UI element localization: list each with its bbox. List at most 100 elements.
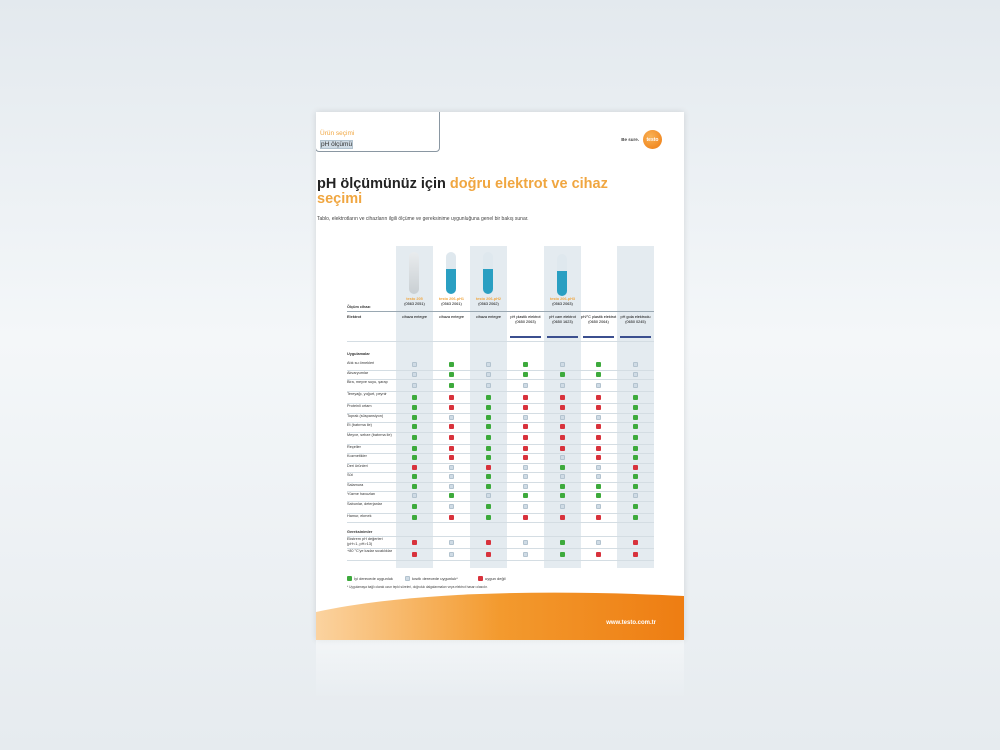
limited-icon bbox=[560, 414, 565, 420]
section-requirements: Gereksinimler bbox=[347, 530, 373, 534]
good-icon bbox=[412, 424, 417, 430]
limited-icon bbox=[596, 539, 601, 545]
not-suitable-icon bbox=[596, 445, 601, 451]
electrode-image bbox=[547, 336, 578, 338]
device-row-label: Ölçüm cihazı bbox=[347, 305, 371, 309]
limited-icon bbox=[449, 464, 454, 470]
limited-icon bbox=[412, 362, 417, 368]
electrode-row-label: Elektrot bbox=[347, 315, 362, 319]
good-icon bbox=[412, 455, 417, 461]
row-divider bbox=[347, 512, 654, 514]
limited-icon bbox=[523, 464, 528, 470]
limited-icon bbox=[486, 371, 491, 377]
not-suitable-icon bbox=[633, 539, 638, 545]
good-icon bbox=[412, 514, 417, 520]
not-suitable-icon bbox=[449, 455, 454, 461]
not-suitable-icon bbox=[560, 394, 565, 400]
not-suitable-icon bbox=[596, 394, 601, 400]
good-icon bbox=[633, 455, 638, 461]
limited-icon bbox=[633, 362, 638, 368]
not-suitable-icon bbox=[478, 576, 483, 581]
product-image bbox=[557, 254, 567, 296]
good-icon bbox=[633, 405, 638, 411]
not-suitable-icon bbox=[633, 551, 638, 557]
limited-icon bbox=[596, 464, 601, 470]
good-icon bbox=[633, 483, 638, 489]
row-label: Deri ürünleri bbox=[347, 463, 368, 468]
row-label: Reçeller bbox=[347, 444, 361, 449]
good-icon bbox=[560, 483, 565, 489]
row-label: Tereyağı, yoğurt, peynir bbox=[347, 392, 387, 397]
row-label: Et (batırma ile) bbox=[347, 423, 372, 428]
limited-icon bbox=[449, 483, 454, 489]
row-divider bbox=[347, 500, 654, 502]
tagline: Be sure. bbox=[621, 137, 639, 142]
not-suitable-icon bbox=[523, 445, 528, 451]
limited-icon bbox=[523, 539, 528, 545]
row-divider bbox=[347, 462, 654, 464]
good-icon bbox=[523, 371, 528, 377]
not-suitable-icon bbox=[412, 464, 417, 470]
not-suitable-icon bbox=[596, 424, 601, 430]
limited-icon bbox=[633, 382, 638, 388]
row-divider bbox=[347, 422, 654, 423]
good-icon bbox=[633, 394, 638, 400]
footer-wave bbox=[316, 592, 684, 640]
electrode-name: cihaza entegre bbox=[476, 315, 501, 319]
row-divider bbox=[347, 548, 654, 549]
good-icon bbox=[486, 514, 491, 520]
device-name: testo 206-pH3 (0563 2063) bbox=[550, 297, 575, 306]
limited-icon bbox=[560, 455, 565, 461]
good-icon bbox=[486, 414, 491, 420]
product-image bbox=[446, 252, 456, 294]
good-icon bbox=[523, 362, 528, 368]
legend-not: uygun değil bbox=[485, 576, 506, 581]
good-icon bbox=[486, 435, 491, 440]
not-suitable-icon bbox=[449, 445, 454, 451]
not-suitable-icon bbox=[523, 435, 528, 440]
row-divider bbox=[347, 491, 654, 492]
not-suitable-icon bbox=[412, 539, 417, 545]
not-suitable-icon bbox=[523, 455, 528, 461]
product-image bbox=[409, 252, 419, 294]
limited-icon bbox=[486, 493, 491, 499]
legend-good: İyi derecede uygunluk bbox=[354, 576, 393, 581]
row-divider bbox=[347, 379, 654, 380]
row-label: +80 °C'ye kadar sıcaklıklar bbox=[347, 549, 392, 554]
limited-icon bbox=[449, 551, 454, 557]
electrode-image bbox=[510, 336, 541, 338]
limited-icon bbox=[523, 414, 528, 420]
good-icon bbox=[486, 424, 491, 430]
good-icon bbox=[560, 464, 565, 470]
row-divider bbox=[347, 412, 654, 414]
row-label: Yüzme havuzları bbox=[347, 492, 376, 497]
not-suitable-icon bbox=[412, 551, 417, 557]
electrode-name: cihaza entegre bbox=[402, 315, 427, 319]
not-suitable-icon bbox=[560, 405, 565, 411]
limited-icon bbox=[523, 474, 528, 480]
not-suitable-icon bbox=[449, 424, 454, 430]
testo-logo: testo bbox=[643, 130, 662, 149]
good-icon bbox=[596, 362, 601, 368]
good-icon bbox=[412, 483, 417, 489]
not-suitable-icon bbox=[560, 514, 565, 520]
limited-icon bbox=[596, 474, 601, 480]
not-suitable-icon bbox=[596, 405, 601, 411]
good-icon bbox=[633, 424, 638, 430]
good-icon bbox=[486, 455, 491, 461]
limited-icon bbox=[486, 382, 491, 388]
limited-icon bbox=[633, 493, 638, 499]
not-suitable-icon bbox=[560, 424, 565, 430]
row-label: Meyve, sebze (batırma ile) bbox=[347, 432, 392, 437]
legend-limited: kısıtlı derecede uygunluk* bbox=[412, 576, 458, 581]
electrode-image bbox=[583, 336, 614, 338]
limited-icon bbox=[596, 382, 601, 388]
limited-icon bbox=[523, 483, 528, 489]
limited-icon bbox=[523, 504, 528, 509]
good-icon bbox=[412, 504, 417, 509]
not-suitable-icon bbox=[449, 435, 454, 440]
electrode-name: pH plastik elektrot (0650 2063) bbox=[510, 315, 541, 324]
not-suitable-icon bbox=[486, 464, 491, 470]
not-suitable-icon bbox=[523, 405, 528, 411]
not-suitable-icon bbox=[596, 435, 601, 440]
